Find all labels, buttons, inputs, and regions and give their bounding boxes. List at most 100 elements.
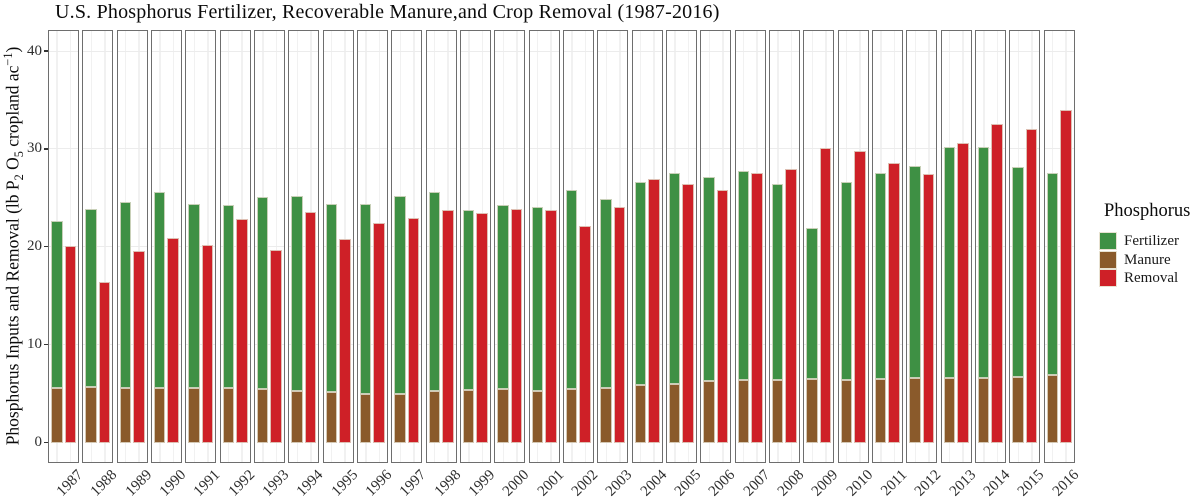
legend-label-removal: Removal (1124, 270, 1179, 286)
horizontal-gridline (495, 344, 525, 345)
horizontal-gridline (151, 344, 181, 345)
horizontal-gridline (1010, 246, 1040, 248)
year-panel (837, 30, 869, 463)
x-tick-label: 2015 (1015, 467, 1048, 500)
horizontal-gridline (49, 50, 78, 52)
horizontal-gridline (941, 50, 971, 52)
year-panel (219, 30, 251, 463)
removal-bar (407, 217, 420, 443)
x-tick-label: 2006 (706, 467, 739, 500)
manure-bar (256, 389, 269, 443)
horizontal-gridline (426, 50, 456, 52)
x-tick-label: 2009 (809, 467, 842, 500)
horizontal-gridline (186, 148, 216, 150)
manure-bar (737, 380, 750, 443)
manure-bar (325, 391, 338, 443)
x-tick-label: 2000 (500, 467, 533, 500)
fertilizer-bar (1046, 172, 1059, 376)
horizontal-gridline (872, 50, 902, 52)
horizontal-gridline (666, 50, 696, 52)
removal-bar (716, 189, 729, 443)
fertilizer-bar (909, 166, 921, 379)
removal-bar (613, 207, 626, 443)
horizontal-gridline (838, 50, 868, 52)
y-axis-label-text: O (2, 157, 23, 175)
horizontal-gridline (392, 344, 422, 345)
fertilizer-bar (840, 181, 853, 381)
y-tick-label: 0 (34, 433, 43, 450)
year-panel (150, 30, 182, 463)
horizontal-gridline (769, 50, 799, 52)
removal-bar (922, 173, 935, 443)
removal-bar (476, 212, 488, 443)
horizontal-gridline (769, 344, 799, 345)
x-tick-label: 1993 (259, 467, 293, 500)
removal-bar (819, 148, 832, 443)
horizontal-gridline (941, 344, 971, 345)
horizontal-gridline (804, 246, 834, 248)
horizontal-gridline (735, 246, 765, 248)
horizontal-gridline (769, 148, 799, 150)
horizontal-gridline (735, 148, 765, 150)
horizontal-gridline (872, 344, 902, 345)
manure-bar (771, 380, 784, 443)
manure-bar (668, 384, 681, 443)
fertilizer-bar (668, 172, 681, 385)
fertilizer-bar (977, 147, 990, 379)
year-panel (322, 30, 354, 463)
horizontal-gridline (220, 246, 250, 248)
year-panel (288, 30, 320, 463)
fertilizer-bar (943, 147, 956, 379)
year-panel (597, 30, 629, 463)
manure-bar (119, 388, 132, 443)
horizontal-gridline (529, 246, 559, 248)
horizontal-gridline (975, 148, 1005, 150)
horizontal-gridline (941, 148, 971, 150)
year-panel (803, 30, 835, 463)
fertilizer-bar (1012, 167, 1024, 378)
year-panel (562, 30, 594, 463)
x-tick-label: 2013 (946, 467, 979, 500)
fertilizer-bar (325, 204, 338, 392)
horizontal-gridline (735, 344, 765, 345)
horizontal-gridline (49, 246, 78, 248)
horizontal-gridline (529, 148, 559, 150)
fertilizer-bar (394, 196, 406, 394)
y-tick-label: 30 (27, 140, 42, 157)
horizontal-gridline (907, 50, 937, 52)
x-tick-label: 1997 (397, 467, 430, 500)
horizontal-gridline (598, 344, 628, 345)
fertilizer-bar (153, 192, 166, 389)
year-panel (1009, 30, 1041, 463)
manure-bar (634, 385, 647, 443)
horizontal-gridline (254, 50, 284, 52)
manure-bar (153, 388, 166, 443)
fertilizer-bar (188, 204, 200, 389)
fertilizer-bar (222, 205, 235, 389)
horizontal-gridline (254, 344, 284, 345)
removal-bar (270, 250, 282, 443)
horizontal-gridline (495, 246, 525, 248)
horizontal-gridline (804, 344, 834, 345)
horizontal-gridline (769, 246, 799, 248)
manure-bar (600, 388, 612, 443)
x-tick-label: 2016 (1049, 467, 1082, 500)
horizontal-gridline (563, 246, 593, 248)
horizontal-gridline (666, 148, 696, 150)
horizontal-gridline (49, 344, 78, 345)
removal-bar (751, 172, 763, 443)
removal-bar (682, 183, 694, 443)
removal-bar (1025, 128, 1038, 443)
y-axis-label-text: cropland ac (2, 65, 23, 152)
manure-bar (909, 378, 921, 443)
horizontal-gridline (289, 50, 319, 52)
year-panel (528, 30, 560, 463)
horizontal-gridline (598, 50, 628, 52)
manure-bar (497, 389, 509, 443)
manure-bar (1046, 375, 1059, 443)
x-tick-label: 2005 (671, 467, 705, 500)
x-tick-label: 1999 (465, 467, 499, 500)
x-tick-label: 1991 (191, 467, 224, 500)
x-tick-label: 2011 (878, 467, 911, 500)
horizontal-gridline (563, 50, 593, 52)
